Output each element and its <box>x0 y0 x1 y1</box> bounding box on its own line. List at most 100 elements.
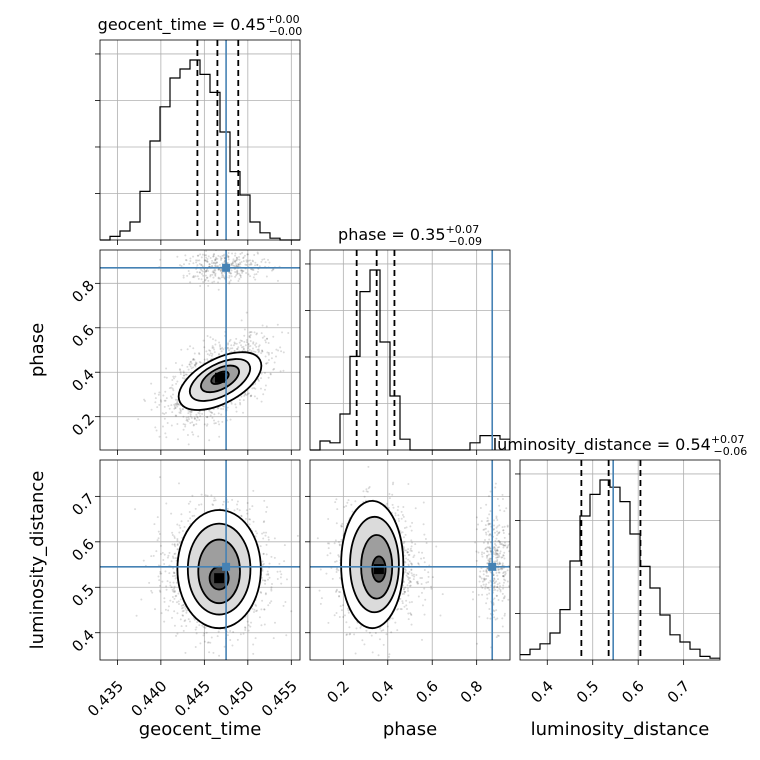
sample-point <box>335 560 338 563</box>
sample-point <box>218 435 221 438</box>
sample-point <box>231 644 234 647</box>
sample-point <box>184 254 187 257</box>
sample-point <box>229 272 232 275</box>
sample-point <box>219 269 222 272</box>
sample-point <box>402 588 405 591</box>
sample-point <box>240 269 243 272</box>
sample-point <box>212 255 215 258</box>
sample-point <box>192 255 195 258</box>
sample-point <box>199 415 202 418</box>
sample-point <box>252 643 255 646</box>
sample-point <box>200 503 203 506</box>
sample-point <box>269 373 272 376</box>
sample-point <box>413 575 416 578</box>
sample-point <box>271 268 274 271</box>
sample-point <box>277 349 280 352</box>
sample-point <box>423 533 426 536</box>
sample-point <box>202 281 205 284</box>
sample-point <box>180 604 183 607</box>
sample-point <box>431 576 434 579</box>
sample-point <box>171 616 174 619</box>
sample-point <box>188 363 191 366</box>
sample-point <box>279 346 282 349</box>
sample-point <box>247 347 250 350</box>
sample-point <box>231 262 234 265</box>
sample-point <box>255 345 258 348</box>
sample-point <box>254 530 257 533</box>
sample-point <box>403 590 406 593</box>
sample-point <box>336 508 339 511</box>
sample-point <box>189 345 192 348</box>
sample-point <box>209 410 212 413</box>
sample-point <box>176 255 179 258</box>
sample-point <box>211 353 214 356</box>
sample-point <box>205 350 208 353</box>
sample-point <box>194 362 197 365</box>
sample-point <box>167 609 170 612</box>
sample-point <box>215 265 218 268</box>
sample-point <box>183 377 186 380</box>
sample-point <box>267 258 270 261</box>
sample-point <box>242 257 245 260</box>
sample-point <box>202 625 205 628</box>
sample-point <box>403 592 406 595</box>
sample-point <box>252 489 255 492</box>
sample-point <box>167 605 170 608</box>
sample-point <box>179 370 182 373</box>
sample-point <box>250 350 253 353</box>
sample-point <box>350 503 353 506</box>
sample-point <box>243 334 246 337</box>
sample-point <box>151 591 154 594</box>
sample-point <box>253 387 256 390</box>
sample-point <box>176 423 179 426</box>
sample-point <box>248 518 251 521</box>
sample-point <box>247 343 250 346</box>
sample-point <box>163 620 166 623</box>
sample-point <box>204 494 207 497</box>
sample-point <box>175 634 178 637</box>
sample-point <box>236 503 239 506</box>
sample-point <box>164 608 167 611</box>
sample-point <box>208 651 211 654</box>
sample-point <box>228 280 231 283</box>
sample-point <box>172 571 175 574</box>
sample-point <box>223 253 226 256</box>
sample-point <box>200 264 203 267</box>
sample-point <box>257 246 259 248</box>
sample-point <box>210 354 213 357</box>
sample-point <box>176 405 179 408</box>
sample-point <box>184 258 187 261</box>
sample-point <box>255 604 258 607</box>
sample-point <box>150 382 153 385</box>
sample-point <box>423 561 426 564</box>
sample-point <box>331 577 334 580</box>
sample-point <box>226 634 229 637</box>
sample-point <box>235 263 238 266</box>
sample-point <box>185 624 188 627</box>
panel-title: geocent_time = 0.45+0.00 −0.00 <box>98 13 303 38</box>
sample-point <box>257 378 260 381</box>
sample-point <box>410 529 413 532</box>
sample-point <box>266 361 269 364</box>
sample-point <box>179 598 182 601</box>
sample-point <box>212 269 215 272</box>
sample-point <box>158 579 161 582</box>
sample-point <box>343 614 346 617</box>
sample-point <box>202 339 205 342</box>
y-tick-label: 0.5 <box>68 581 98 611</box>
sample-point <box>158 532 161 535</box>
sample-point <box>193 417 196 420</box>
sample-point <box>207 279 210 282</box>
sample-point <box>194 365 197 368</box>
sample-point <box>415 574 418 577</box>
histogram-bar <box>530 649 540 660</box>
sample-point <box>270 586 273 589</box>
title-main: phase = 0.35 <box>338 225 445 244</box>
sample-point <box>156 406 159 409</box>
sample-point <box>154 397 157 400</box>
sample-point <box>272 335 275 338</box>
sample-point <box>155 550 158 553</box>
sample-point <box>210 264 213 267</box>
sample-point <box>242 411 245 414</box>
sample-point <box>425 541 428 544</box>
